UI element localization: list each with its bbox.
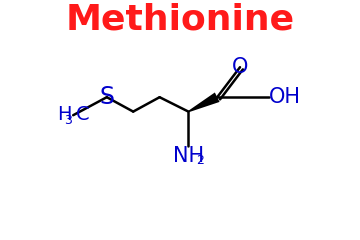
Text: 3: 3 (64, 114, 72, 127)
Text: NH: NH (173, 146, 204, 166)
Text: C: C (76, 104, 89, 124)
Text: S: S (99, 85, 114, 109)
Text: H: H (58, 104, 72, 124)
Text: 2: 2 (196, 154, 204, 167)
Polygon shape (188, 92, 220, 112)
Text: O: O (232, 57, 248, 77)
Text: Methionine: Methionine (66, 2, 294, 36)
Text: OH: OH (269, 87, 301, 107)
